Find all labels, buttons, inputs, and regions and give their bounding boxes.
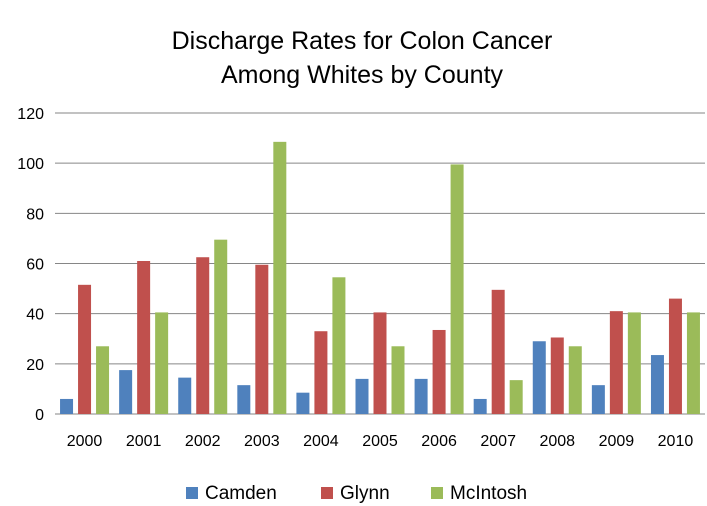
legend-swatch-camden (186, 487, 198, 499)
y-tick-label: 100 (17, 156, 44, 173)
bar-camden-2006 (414, 378, 428, 414)
y-tick-label: 60 (26, 257, 44, 274)
bar-glynn-2009 (609, 311, 623, 414)
chart-title-line-2: Among Whites by County (221, 61, 504, 89)
x-tick-label: 2003 (244, 433, 280, 450)
x-tick-label: 2006 (421, 433, 457, 450)
bar-mcintosh-2007 (509, 380, 523, 414)
x-tick-label: 2010 (658, 433, 694, 450)
x-tick-label: 2009 (599, 433, 635, 450)
bar-glynn-2008 (550, 337, 564, 414)
bar-camden-2005 (355, 378, 369, 414)
bar-mcintosh-2000 (96, 346, 110, 414)
y-tick-label: 80 (26, 206, 44, 223)
y-tick-label: 120 (17, 106, 44, 123)
legend-swatch-glynn (321, 487, 333, 499)
bar-mcintosh-2009 (627, 312, 641, 414)
bar-camden-2004 (296, 392, 310, 414)
bar-mcintosh-2005 (391, 346, 405, 414)
bar-camden-2007 (473, 398, 487, 414)
bar-glynn-2007 (491, 289, 505, 414)
y-tick-label: 20 (26, 357, 44, 374)
bar-glynn-2002 (196, 257, 210, 414)
bar-mcintosh-2003 (273, 141, 287, 415)
bar-camden-2008 (532, 341, 546, 414)
bar-camden-2010 (650, 355, 664, 414)
bar-glynn-2010 (668, 298, 682, 414)
legend: Camden Glynn McIntosh (186, 483, 527, 504)
legend-swatch-mcintosh (431, 487, 443, 499)
chart-title-line-1: Discharge Rates for Colon Cancer (172, 27, 553, 55)
x-tick-label: 2001 (126, 433, 162, 450)
bar-mcintosh-2006 (450, 164, 464, 414)
legend-label-mcintosh: McIntosh (450, 483, 527, 504)
bar-mcintosh-2004 (332, 277, 346, 414)
x-tick-label: 2002 (185, 433, 221, 450)
y-axis-ticks: 0 20 40 60 80 100 120 (17, 106, 44, 424)
bar-camden-2002 (178, 377, 192, 414)
bar-camden-2000 (60, 398, 74, 414)
bars (60, 141, 700, 415)
x-tick-label: 2004 (303, 433, 339, 450)
bar-camden-2003 (237, 385, 251, 414)
legend-label-camden: Camden (205, 483, 277, 504)
y-tick-label: 0 (35, 407, 44, 424)
bar-mcintosh-2010 (686, 312, 700, 414)
bar-glynn-2003 (255, 264, 269, 414)
x-axis-ticks: 2000 2001 2002 2003 2004 2005 2006 2007 2008 2009… (67, 433, 694, 450)
legend-label-glynn: Glynn (340, 483, 390, 504)
bar-glynn-2005 (373, 312, 387, 414)
bar-mcintosh-2002 (214, 239, 228, 414)
y-tick-label: 40 (26, 307, 44, 324)
bar-mcintosh-2008 (568, 346, 582, 414)
bar-mcintosh-2001 (155, 312, 169, 414)
bar-glynn-2006 (432, 329, 446, 414)
x-tick-label: 2008 (539, 433, 575, 450)
bar-camden-2009 (591, 385, 605, 414)
bar-glynn-2004 (314, 331, 328, 414)
x-tick-label: 2005 (362, 433, 398, 450)
bar-camden-2001 (119, 370, 133, 414)
bar-glynn-2001 (137, 260, 151, 414)
bar-glynn-2000 (78, 284, 92, 414)
x-tick-label: 2000 (67, 433, 103, 450)
x-tick-label: 2007 (480, 433, 516, 450)
